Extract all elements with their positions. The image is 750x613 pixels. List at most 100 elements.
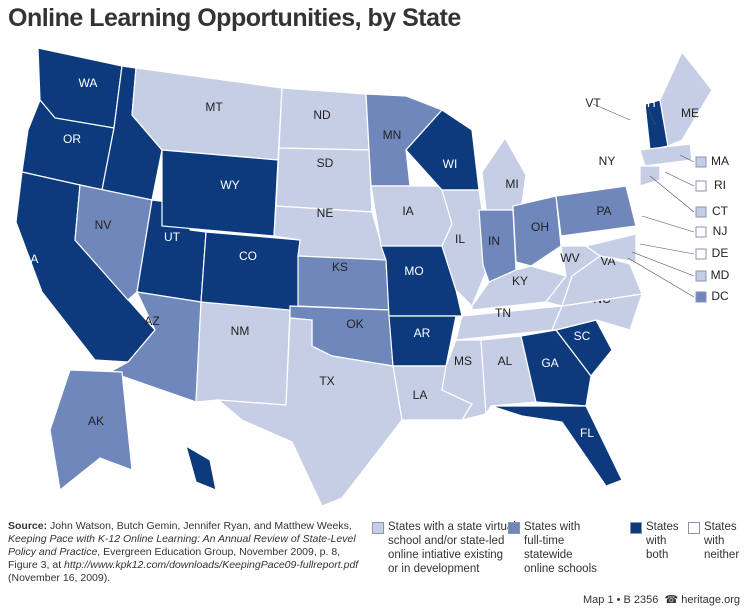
footer: Map 1 • B 2356 ☎ heritage.org	[583, 594, 740, 606]
state	[74, 184, 153, 301]
legend-item: States with a state virtual school and/or…	[372, 520, 516, 576]
legend-swatch	[688, 522, 700, 534]
leader-line	[641, 215, 695, 233]
state-label: CO	[239, 249, 257, 263]
state-swatch	[695, 226, 707, 238]
state-label: TX	[319, 374, 334, 388]
legend-line: school and/or state-led	[388, 535, 505, 547]
leader-line	[627, 257, 695, 298]
state-label: VT	[585, 96, 601, 110]
state-swatch	[695, 248, 707, 260]
leader-line	[631, 251, 695, 277]
state-label: WA	[79, 76, 98, 90]
state-swatch	[695, 206, 707, 218]
state-label: TN	[495, 306, 511, 320]
state	[639, 143, 693, 167]
state-swatch	[695, 180, 707, 192]
state-label: NJ	[713, 224, 728, 238]
legend-swatch	[630, 522, 642, 534]
state	[584, 233, 637, 263]
state-label: UT	[164, 230, 181, 244]
legend-item: States with both	[630, 520, 679, 562]
state-label: MI	[505, 177, 518, 191]
source-part: Keeping Pace with K-12 Online Learning: …	[8, 533, 356, 558]
state-label: PA	[596, 204, 611, 218]
leader-line	[639, 243, 695, 255]
state-label: MA	[711, 154, 729, 168]
state	[388, 315, 457, 367]
state-label: FL	[580, 426, 594, 440]
state	[512, 195, 562, 267]
state	[185, 444, 217, 491]
state-label: IA	[402, 204, 413, 218]
legend-swatch	[372, 522, 384, 534]
state	[659, 50, 713, 147]
map: WAORCAIDNVUTAZMTWYCONMNDSDNEKSOKTXMNIAMO…	[15, 47, 730, 507]
state-label: NV	[95, 218, 112, 232]
legend-line: with	[704, 535, 725, 547]
legend-text: States with full-time statewide online scho…	[524, 520, 597, 576]
state-label: CT	[712, 204, 729, 218]
state-label: OH	[531, 220, 549, 234]
state-label: KS	[332, 260, 348, 274]
state	[471, 265, 568, 311]
legend-item: States with full-time statewide online scho…	[508, 520, 597, 576]
state-label: MS	[454, 354, 472, 368]
state-label: OR	[63, 132, 81, 146]
legend-item: States with neither	[688, 520, 739, 562]
state-label: IN	[488, 234, 500, 248]
legend-line: online schools	[524, 563, 597, 575]
legend-line: States with a state virtual	[388, 521, 516, 533]
state-label: MT	[205, 100, 223, 114]
legend-line: with	[646, 535, 667, 547]
title: Online Learning Opportunities, by State	[8, 4, 461, 32]
state-label: MN	[383, 128, 402, 142]
state	[619, 99, 651, 151]
legend-line: States	[646, 521, 679, 533]
state	[635, 224, 647, 259]
site: heritage.org	[681, 594, 740, 606]
state	[480, 335, 537, 416]
leader-line	[664, 171, 695, 187]
state-label: SD	[317, 156, 334, 170]
state-label: WY	[220, 178, 239, 192]
state-label: LA	[413, 388, 428, 402]
state-label: ND	[313, 108, 331, 122]
legend-text: States with neither	[704, 520, 739, 562]
state	[490, 405, 623, 487]
state-swatch	[695, 156, 707, 168]
state-label: CA	[22, 252, 39, 266]
state-label: HI	[225, 472, 237, 486]
state	[405, 109, 480, 191]
state-label: NE	[317, 206, 334, 220]
legend: States with a state virtual school and/or…	[372, 520, 748, 582]
legend-line: full-time	[524, 535, 565, 547]
state-label: KY	[512, 274, 528, 288]
state-label: IL	[455, 232, 465, 246]
state	[481, 136, 527, 211]
state	[441, 189, 491, 308]
state	[520, 329, 592, 407]
source-part: http://www.kpk12.com/downloads/KeepingPa…	[64, 559, 359, 571]
legend-line: online intiative existing	[388, 549, 504, 561]
state-label: ME	[681, 106, 699, 120]
legend-line: statewide	[524, 549, 573, 561]
source-part: John Watson, Butch Gemin, Jennifer Ryan,…	[47, 520, 352, 532]
leader-line	[592, 103, 631, 121]
state-label: MD	[711, 268, 730, 282]
state	[195, 301, 291, 406]
state	[216, 317, 403, 507]
leader-line	[646, 103, 656, 126]
legend-line: States with	[524, 521, 581, 533]
state-label: AK	[88, 414, 104, 428]
legend-line: or in development	[388, 563, 480, 575]
state-label: RI	[714, 178, 726, 192]
source-part: Source:	[8, 520, 48, 532]
legend-line: States	[704, 521, 737, 533]
leader-line	[679, 154, 695, 163]
state-label: OK	[346, 317, 363, 331]
map-id: Map 1 • B 2356	[583, 594, 659, 606]
state-label: DE	[712, 246, 729, 260]
legend-line: neither	[704, 549, 740, 561]
state-label: DC	[711, 289, 729, 303]
